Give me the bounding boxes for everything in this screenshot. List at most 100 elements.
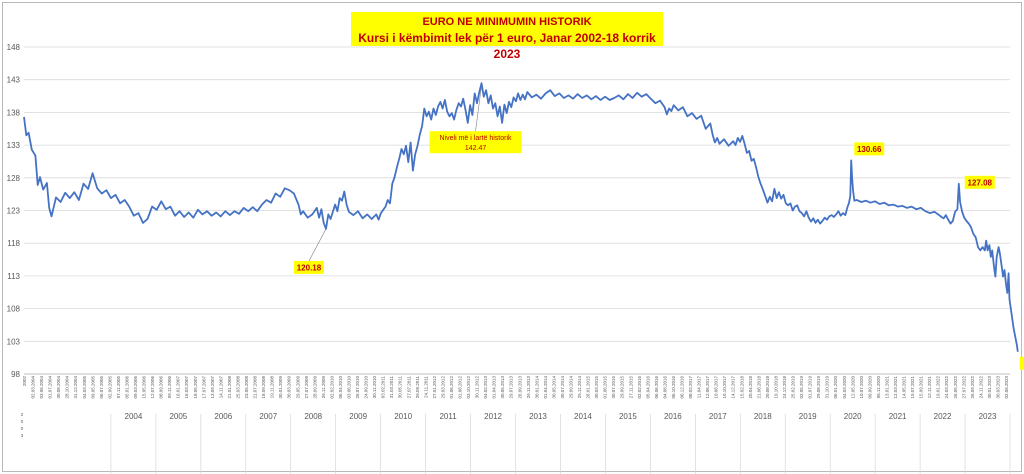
x-date-label: 01.07.2019 xyxy=(808,376,813,399)
x-date-label: 01.04.2013 xyxy=(492,376,497,399)
x-date-label: 11.04.2017 xyxy=(697,376,702,399)
x-date-label: 27.07.2011 xyxy=(406,376,411,399)
x-year-label: 2023 xyxy=(979,412,997,421)
x-date-label: 07.11.2005 xyxy=(116,376,121,399)
x-date-label: 26.11.2009 xyxy=(321,376,326,399)
x-date-label: 24.12.2018 xyxy=(782,376,787,399)
x-year-label: 2020 xyxy=(844,412,862,421)
x-date-label: 13.01.2021 xyxy=(884,376,889,399)
x-year-label: 2004 xyxy=(125,412,143,421)
x-date-label: 30.05.2011 xyxy=(398,376,403,399)
x-date-label: 30.01.2009 xyxy=(278,376,283,399)
x-date-label: 05.04.2016 xyxy=(645,376,650,399)
x-date-label: 04.08.2016 xyxy=(662,376,667,399)
x-year-label: 2022 xyxy=(934,412,952,421)
y-axis: 98 103 108 113 118 123 128 133 138 143 148 xyxy=(7,43,21,379)
x-date-label: 02.02.2010 xyxy=(329,376,334,399)
x-year-label: 2008 xyxy=(304,412,322,421)
x-year-label: 2015 xyxy=(619,412,637,421)
x-date-label: 25.11.2014 xyxy=(577,376,582,399)
x-year-label: 2019 xyxy=(799,412,817,421)
x-date-label: 30.05.2013 xyxy=(500,376,505,399)
x-date-label: 18.09.2008 xyxy=(261,376,266,399)
x-date-label: 02.05.2019 xyxy=(799,376,804,399)
x-date-label: 01.06.2012 xyxy=(449,376,454,399)
x-date-label: 26.05.2022 xyxy=(953,376,958,399)
y-tick-label: 138 xyxy=(7,108,21,117)
x-date-label: 16.01.2007 xyxy=(176,376,181,399)
x-date-label: 13.09.2007 xyxy=(210,376,215,399)
x-year-label: 2011 xyxy=(439,412,457,421)
x-year-vertical-char: 0 xyxy=(21,426,24,431)
x-date-label: 02.02.2016 xyxy=(637,376,642,399)
x-date-label: 25.03.2008 xyxy=(235,376,240,399)
x-date-label: 04.03.2020 xyxy=(842,376,847,399)
x-date-label: 30.07.2015 xyxy=(611,376,616,399)
x-date-label: 30.11.2010 xyxy=(372,376,377,399)
x-date-label: 28.10.2004 xyxy=(65,376,70,399)
annotation-value: 142.47 xyxy=(465,145,487,152)
x-date-label: 29.08.2019 xyxy=(816,376,821,399)
x-date-label: 18.05.2007 xyxy=(193,376,198,399)
x-date-label: 09.09.2020 xyxy=(867,376,872,399)
callout-line xyxy=(308,228,327,262)
x-date-label: 12.03.2021 xyxy=(893,376,898,399)
y-tick-label: 103 xyxy=(7,337,21,346)
x-date-label: 12.06.2017 xyxy=(705,376,710,399)
y-tick-label: 118 xyxy=(7,239,20,248)
x-date-label: 01.08.2012 xyxy=(457,376,462,399)
x-date-label: 10.07.2020 xyxy=(859,376,864,399)
x-date-label: 03.06.2010 xyxy=(346,376,351,399)
x-date-label: 19.11.2008 xyxy=(270,376,275,399)
x-date-label: 04.02.2013 xyxy=(483,376,488,399)
y-tick-label: 148 xyxy=(7,43,21,52)
x-date-label: 10.08.2017 xyxy=(714,376,719,399)
x-year-label: 2006 xyxy=(214,412,232,421)
annotation-127-08: 127.08 xyxy=(968,178,993,187)
annotation-120-18: 120.18 xyxy=(297,263,322,272)
x-date-label: 15.02.2018 xyxy=(739,376,744,399)
y-tick-label: 128 xyxy=(7,174,21,183)
x-date-label: 03.06.2004 xyxy=(39,376,44,399)
x-date-label: 16.03.2007 xyxy=(184,376,189,399)
x-year-vertical-char: 3 xyxy=(21,433,24,438)
x-date-label: 24.11.2011 xyxy=(423,376,428,398)
x-year-label: 2017 xyxy=(709,412,727,421)
x-date-label: 24.03.2022 xyxy=(944,376,949,399)
x-date-label: 20.04.2018 xyxy=(748,376,753,399)
x-date-label: 31.03.2011 xyxy=(389,376,394,399)
x-date-label: 20.08.2018 xyxy=(765,376,770,399)
series-line xyxy=(23,82,1019,352)
x-date-label: 31.10.2019 xyxy=(825,376,830,399)
x-date-label: 26.01.2015 xyxy=(586,376,591,399)
x-year-label: 2016 xyxy=(664,412,682,421)
x-date-label: 21.06.2018 xyxy=(756,376,761,399)
x-date-label: 09.03.2006 xyxy=(133,376,138,399)
x-date-label: 29.03.2012 xyxy=(440,376,445,399)
y-tick-label: 108 xyxy=(7,305,21,314)
x-date-label: 30.01.2014 xyxy=(534,376,539,399)
x-date-label: 01.04.2014 xyxy=(543,376,548,399)
x-date-label: 08.02.2017 xyxy=(688,376,693,399)
x-date-label: 25.02.2019 xyxy=(791,376,796,399)
x-date-label: 30.07.2014 xyxy=(560,376,565,399)
x-year-label: 2012 xyxy=(484,412,502,421)
x-date-label: 03.10.2012 xyxy=(466,376,471,399)
x-date-label: 05.01.2006 xyxy=(124,376,129,399)
x-year-label: 2021 xyxy=(889,412,907,421)
x-date-label: 12.05.2020 xyxy=(850,376,855,399)
callout-box xyxy=(429,131,522,154)
x-date-label: 30.08.2004 xyxy=(56,376,61,399)
x-year-label: 2007 xyxy=(259,412,277,421)
x-year-vertical-char: 2 xyxy=(21,412,24,417)
annotations-layer: 120.18 Niveli më i lartë historik 142.47 13… xyxy=(293,85,1024,370)
chart-title: EURO NE MINIMUMIN HISTORIK xyxy=(422,16,592,28)
callout-line xyxy=(475,85,482,132)
x-year-label: 2013 xyxy=(529,412,547,421)
x-date-label: 14.12.2017 xyxy=(731,376,736,399)
x-date-label: 06.07.2005 xyxy=(99,376,104,399)
x-date-label: 24.09.2010 xyxy=(364,376,369,399)
series-layer xyxy=(23,82,1019,352)
x-date-label: 17.07.2007 xyxy=(201,376,206,399)
